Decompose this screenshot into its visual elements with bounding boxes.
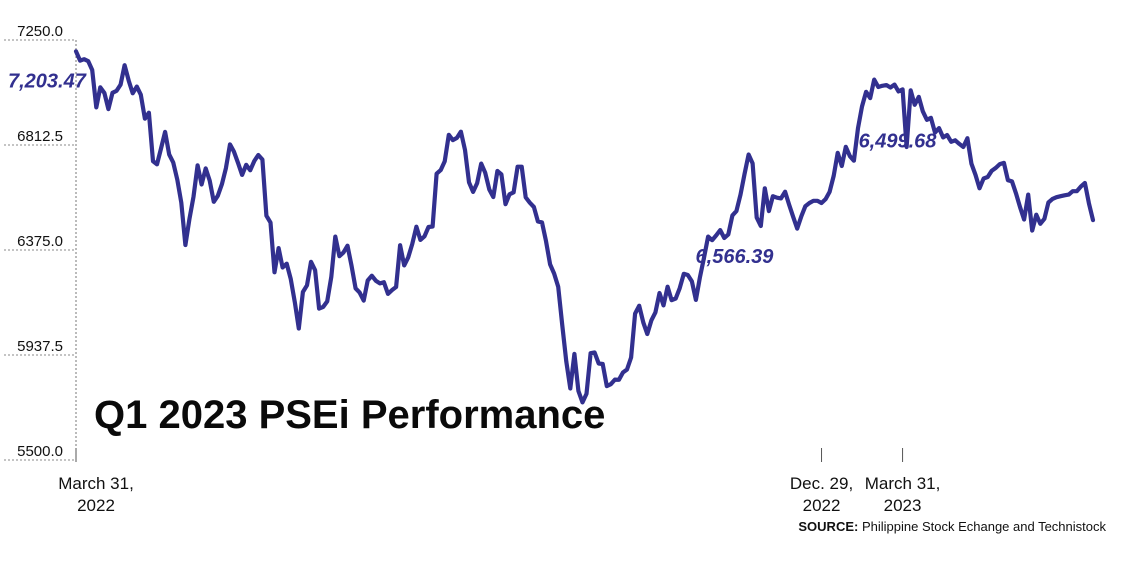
x-axis: March 31, 2022 Dec. 29, 2022 March 31, 2023: [58, 448, 940, 515]
chart-title: Q1 2023 PSEi Performance: [94, 393, 605, 437]
source-label: SOURCE:: [798, 519, 858, 534]
y-axis: 7250.0 6812.5 6375.0 5937.5 5500.0: [4, 23, 77, 461]
source-text: Philippine Stock Echange and Technistock: [862, 519, 1107, 534]
x-tick-label: March 31, 2022: [58, 474, 134, 515]
y-tick-label: 7250.0: [17, 23, 63, 40]
x-tick-label: March 31, 2023: [865, 474, 941, 515]
y-tick-label: 6375.0: [17, 233, 63, 250]
value-annotation: 6,566.39: [696, 246, 775, 268]
value-annotation: 7,203.47: [8, 70, 87, 92]
psei-series-line: [73, 49, 1096, 405]
y-tick-label: 5500.0: [17, 443, 63, 460]
source-note: SOURCE: Philippine Stock Echange and Tec…: [798, 519, 1106, 534]
annotations: 7,203.47 6,566.39 6,499.68: [8, 70, 937, 268]
value-annotation: 6,499.68: [859, 130, 938, 152]
y-tick-label: 5937.5: [17, 338, 63, 355]
y-tick-label: 6812.5: [17, 128, 63, 145]
x-tick-label: Dec. 29, 2022: [790, 474, 853, 515]
